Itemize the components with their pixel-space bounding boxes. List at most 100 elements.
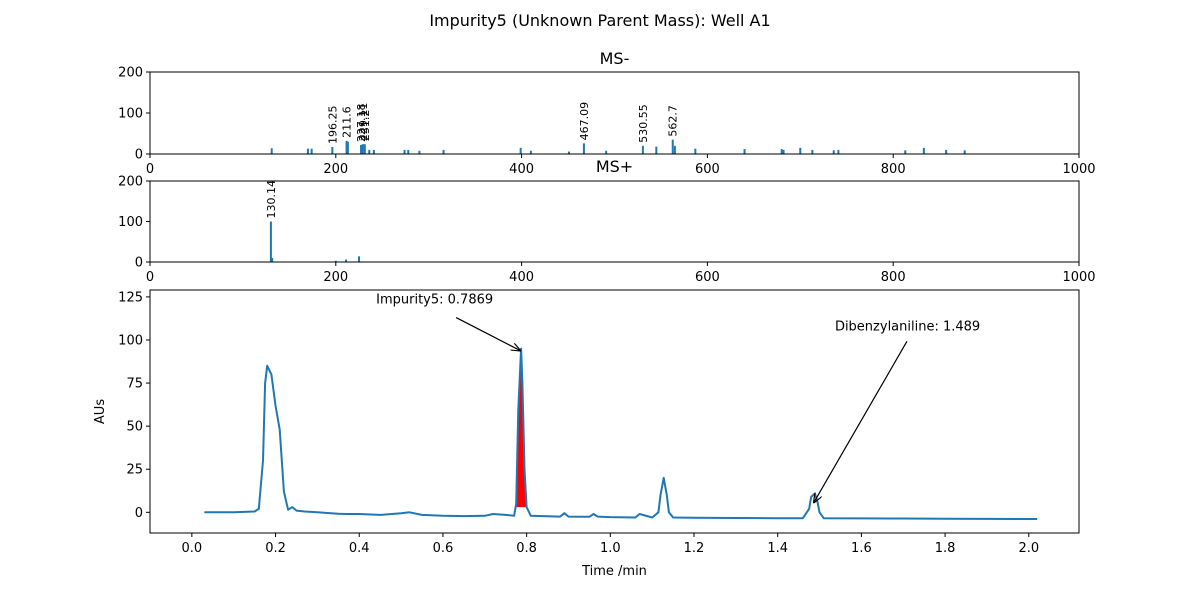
chromatogram-frame (149, 289, 1080, 534)
ms-minus-peak-bar (567, 151, 570, 154)
annotation-label: Dibenzylaniline: 1.489 (835, 319, 980, 334)
chromatogram-x-tick-label: 2.0 (1018, 541, 1039, 556)
chromatogram-trace (204, 347, 1038, 520)
ms-minus-peak-bar (403, 149, 406, 154)
ms-minus-x-tick-label: 0 (146, 162, 154, 177)
ms-minus-peak-label: 530.55 (637, 104, 650, 143)
ms-minus-x-tick-label: 1000 (1062, 162, 1095, 177)
ms-plus-peak-bar (345, 259, 348, 262)
ms-minus-peak-bar (582, 143, 585, 154)
chromatogram-x-tick-label: 0.2 (265, 541, 286, 556)
ms-minus-peak-bar (673, 145, 676, 154)
chromatogram-x-tick-label: 0.0 (182, 541, 203, 556)
ms-minus-peak-bar (904, 150, 907, 154)
ms-plus-peak-bar (271, 257, 274, 262)
ms-minus-peak-bar (442, 149, 445, 154)
ms-minus-peak-bar (306, 148, 309, 154)
annotation-arrow (814, 341, 908, 502)
ms-minus-peak-bar (360, 144, 363, 154)
chromatogram-y-tick-label: 25 (126, 463, 143, 478)
ms-minus-peak-label: 196.25 (326, 106, 339, 145)
ms-minus-peak-label: 211.6 (341, 106, 354, 138)
ms-minus-ticks: 0 200 400 600 800 1000 0 100 200 (118, 66, 1095, 178)
ms-minus-peak-bar (363, 144, 366, 154)
ms-minus-peak-bar (832, 150, 835, 154)
ms-minus-peak-bar (270, 148, 273, 154)
ms-minus-peak-bar (963, 150, 966, 154)
ms-plus-x-tick-label: 600 (695, 270, 720, 285)
ms-minus-peak-bar (945, 149, 948, 154)
annotation-arrow (455, 317, 520, 351)
ms-plus-peak-label: 130.14 (265, 180, 278, 219)
chromatogram-y-tick-label: 100 (118, 333, 143, 348)
ms-plus-x-tick-label: 1000 (1062, 270, 1095, 285)
ms-minus-peak-bar (671, 139, 674, 154)
ms-minus-panel: MS- 0 200 400 600 800 1000 0 100 200 196.25 211.6… (118, 49, 1095, 177)
chromatogram-y-tick-label: 0 (135, 506, 143, 521)
ms-minus-peak-bar (641, 145, 644, 154)
chromatogram-annotations: Impurity5: 0.7869 Dibenzylaniline: 1.489 (376, 293, 980, 503)
chromatogram-x-tick-label: 1.2 (684, 541, 705, 556)
chromatogram-y-tick-label: 50 (126, 420, 143, 435)
ms-plus-peak-bar (269, 221, 272, 262)
ms-plus-y-tick-label: 200 (118, 175, 143, 190)
chromatogram-panel: 0.0 0.2 0.4 0.6 0.8 1.0 1.2 1.4 1.6 1.8 2.0 0 25 50 75… (93, 289, 1080, 579)
ms-minus-x-tick-label: 600 (695, 162, 720, 177)
ms-minus-y-tick-label: 200 (118, 66, 143, 81)
x-axis-label: Time /min (581, 564, 647, 579)
ms-minus-x-tick-label: 800 (881, 162, 906, 177)
ms-minus-peak-bar (372, 149, 375, 154)
ms-plus-frame (149, 180, 1080, 263)
ms-plus-peak-labels: 130.14 (265, 180, 278, 219)
ms-minus-peak-bar (782, 149, 785, 154)
ms-plus-x-tick-label: 400 (509, 270, 534, 285)
chromatogram-x-tick-label: 1.4 (767, 541, 788, 556)
ms-plus-x-tick-label: 200 (323, 270, 348, 285)
ms-minus-x-tick-label: 200 (323, 162, 348, 177)
ms-plus-peak-bar (334, 260, 337, 262)
ms-minus-peak-bar (418, 150, 421, 154)
ms-plus-x-tick-label: 0 (146, 270, 154, 285)
ms-minus-peak-label: 562.7 (667, 105, 680, 137)
ms-plus-y-tick-label: 100 (118, 215, 143, 230)
ms-minus-peak-bar (368, 149, 371, 154)
chromatogram-x-tick-label: 0.4 (349, 541, 370, 556)
chromatogram-x-tick-label: 0.6 (433, 541, 454, 556)
ms-minus-frame (149, 71, 1080, 155)
y-axis-label: AUs (93, 399, 108, 424)
ms-plus-peak-bar (358, 256, 361, 262)
ms-minus-peak-bar (655, 146, 658, 154)
ms-minus-y-tick-label: 100 (118, 107, 143, 122)
ms-minus-peak-bar (407, 149, 410, 154)
ms-minus-peak-bar (837, 149, 840, 154)
ms-minus-peak-bar (529, 150, 532, 154)
ms-plus-y-tick-label: 0 (135, 256, 143, 271)
chromatogram-trace-group (204, 347, 1038, 520)
ms-minus-peak-bar (694, 148, 697, 154)
ms-minus-peak-bar (922, 147, 925, 154)
chromatogram-x-tick-label: 1.6 (851, 541, 872, 556)
ms-plus-peaks (269, 221, 361, 262)
ms-plus-x-tick-label: 800 (881, 270, 906, 285)
ms-minus-peak-bar (519, 147, 522, 154)
ms-plus-title: MS+ (596, 157, 633, 176)
ms-minus-y-tick-label: 0 (135, 148, 143, 163)
ms-minus-x-tick-label: 400 (509, 162, 534, 177)
ms-minus-title: MS- (600, 49, 630, 68)
chromatogram-y-tick-label: 75 (126, 377, 143, 392)
chromatogram-x-tick-label: 1.0 (600, 541, 621, 556)
ms-minus-peak-label: 467.09 (578, 102, 591, 141)
ms-minus-peak-bar (605, 150, 608, 154)
ms-minus-peak-label: 227.18 (355, 103, 368, 142)
ms-minus-peak-bar (780, 149, 783, 154)
ms-minus-peak-bar (346, 141, 349, 154)
ms-minus-peak-bar (743, 149, 746, 154)
annotation-label: Impurity5: 0.7869 (376, 293, 493, 308)
chromatogram-ticks: 0.0 0.2 0.4 0.6 0.8 1.0 1.2 1.4 1.6 1.8 2.0 0 25 50 75… (118, 290, 1039, 556)
ms-minus-peak-bar (811, 149, 814, 154)
ms-minus-peak-label: 229.11 (357, 103, 370, 142)
